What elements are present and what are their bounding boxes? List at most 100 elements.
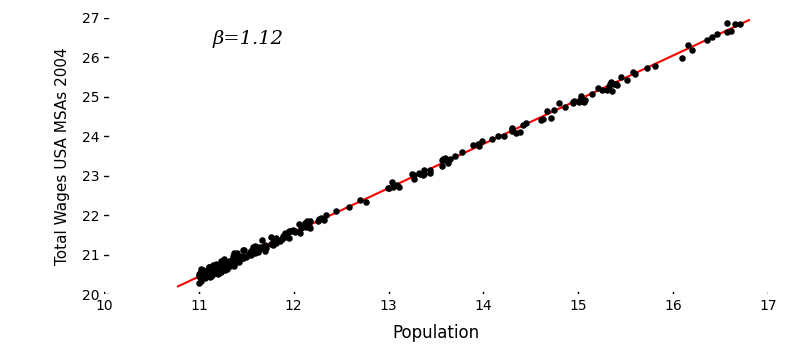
Point [230, 258, 242, 264]
Point [498, 133, 510, 139]
Point [208, 264, 221, 270]
Point [204, 274, 217, 279]
Point [194, 275, 206, 280]
Point [230, 255, 242, 261]
Point [217, 259, 230, 265]
Point [202, 270, 215, 276]
Point [417, 172, 430, 178]
Point [199, 272, 212, 278]
Point [209, 268, 222, 274]
Point [439, 158, 452, 163]
Point [228, 260, 241, 266]
Point [214, 267, 226, 273]
Point [216, 266, 229, 271]
Point [629, 71, 642, 77]
Point [207, 265, 220, 270]
Point [258, 248, 271, 253]
Point [311, 218, 324, 224]
Point [244, 251, 257, 256]
Point [721, 20, 734, 26]
Point [721, 29, 734, 34]
Point [228, 263, 241, 269]
Point [214, 265, 226, 271]
Point [318, 218, 331, 223]
Point [301, 218, 314, 223]
Point [196, 270, 209, 276]
Point [282, 236, 295, 241]
Point [236, 256, 249, 261]
Point [211, 262, 224, 268]
Point [216, 265, 229, 271]
Point [195, 268, 208, 274]
Point [232, 253, 245, 258]
Point [226, 258, 239, 264]
Text: β=1.12: β=1.12 [213, 30, 284, 48]
Point [211, 266, 224, 272]
Point [251, 245, 264, 251]
Point [246, 248, 258, 254]
Point [211, 271, 224, 276]
Point [472, 141, 485, 147]
Point [193, 273, 206, 279]
Point [199, 272, 212, 278]
Point [206, 262, 219, 268]
Point [207, 270, 220, 275]
Point [610, 82, 623, 88]
Point [382, 185, 395, 191]
Point [510, 130, 522, 136]
Point [194, 272, 206, 278]
Point [441, 160, 454, 166]
Point [194, 266, 207, 271]
Point [230, 255, 242, 260]
Point [386, 180, 398, 185]
Point [218, 261, 231, 267]
Point [233, 255, 246, 260]
Point [202, 265, 215, 270]
Point [208, 270, 221, 275]
Point [220, 265, 233, 271]
Point [250, 247, 262, 253]
Point [473, 143, 486, 149]
Point [196, 271, 209, 276]
Point [248, 250, 261, 256]
Point [585, 92, 598, 97]
Point [205, 266, 218, 271]
Point [206, 269, 218, 275]
Point [212, 267, 225, 272]
Point [202, 265, 215, 270]
Point [541, 108, 554, 114]
Point [254, 245, 267, 251]
Point [226, 257, 238, 263]
Point [229, 254, 242, 260]
Point [210, 265, 222, 270]
Point [200, 272, 213, 278]
Point [219, 265, 232, 270]
Point [302, 223, 315, 229]
Point [706, 34, 718, 40]
Point [701, 37, 714, 43]
Point [210, 269, 222, 275]
Point [221, 267, 234, 272]
Point [233, 259, 246, 265]
Point [223, 263, 236, 269]
Point [206, 270, 219, 276]
Point [574, 97, 586, 102]
Point [227, 251, 240, 256]
Point [226, 258, 238, 264]
Point [293, 222, 306, 227]
Point [218, 256, 230, 262]
Point [206, 269, 219, 275]
Point [210, 265, 222, 271]
Point [414, 171, 426, 177]
Point [575, 93, 588, 99]
Point [209, 270, 222, 276]
Point [506, 126, 518, 132]
Point [217, 264, 230, 269]
Point [223, 258, 236, 264]
Point [609, 81, 622, 87]
Point [544, 115, 557, 121]
Point [220, 260, 233, 266]
Point [407, 172, 420, 178]
Point [216, 264, 229, 269]
Point [476, 138, 489, 144]
